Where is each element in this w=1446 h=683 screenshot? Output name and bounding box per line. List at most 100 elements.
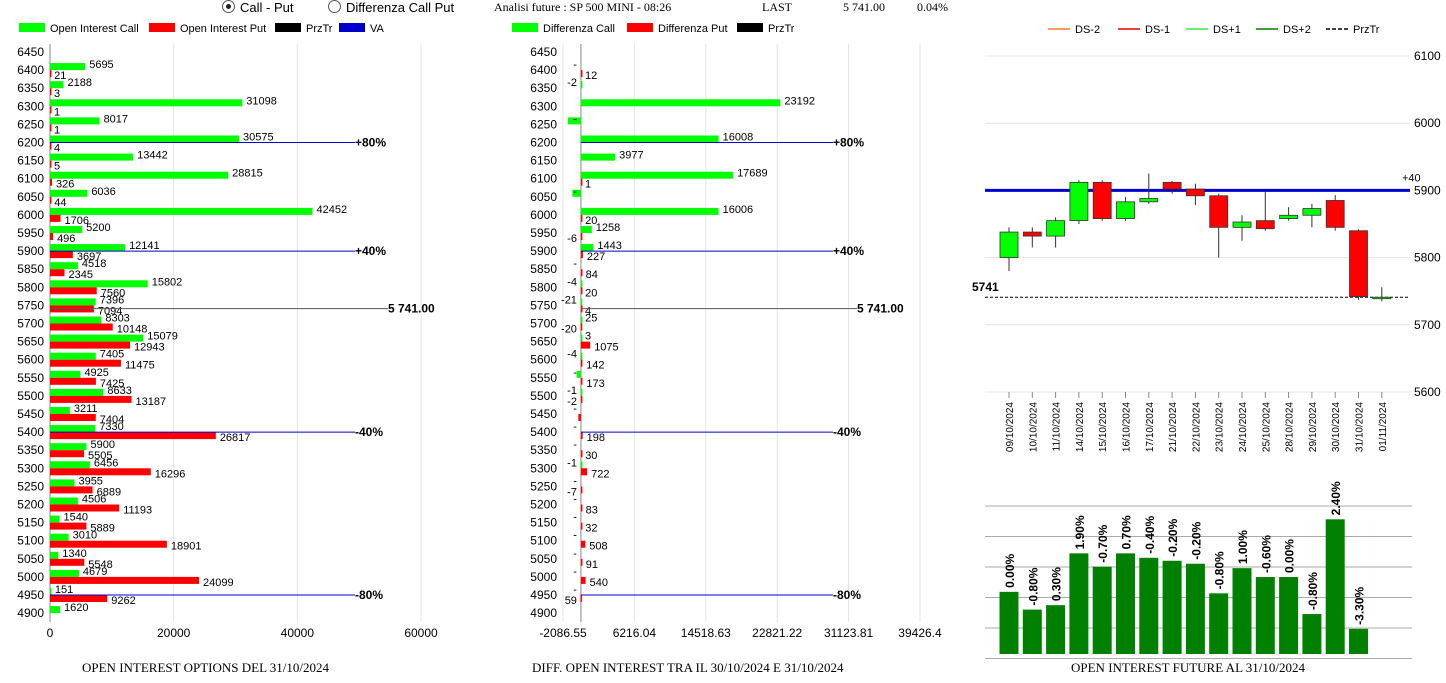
bar-call-1-18 xyxy=(576,370,581,378)
cs-body-14 xyxy=(1325,200,1345,228)
bar-call-0-16 xyxy=(50,334,144,342)
label-call-1-16: 3 xyxy=(585,331,591,343)
oi-bar-0 xyxy=(999,591,1019,654)
chart4-title: OPEN INTEREST FUTURE AL 31/10/2024 xyxy=(1071,660,1306,675)
bar-call-0-22 xyxy=(50,443,87,451)
label-put-0-20: 7404 xyxy=(100,414,124,426)
y-tick-0-22: 5350 xyxy=(17,443,44,457)
y-tick-0-7: 6100 xyxy=(17,172,44,186)
cs-x-tick-13: 29/10/2024 xyxy=(1308,402,1319,452)
label-put-1-9: 20 xyxy=(585,215,597,227)
cs-body-15 xyxy=(1349,230,1368,297)
label-put-0-24: 6889 xyxy=(97,486,121,498)
bar-call-0-9 xyxy=(50,207,313,215)
y-tick-1-24: 5250 xyxy=(530,479,557,493)
oi-bar-1 xyxy=(1022,609,1042,654)
bar-put-1-18 xyxy=(580,377,583,385)
cs-x-tick-2: 11/10/2024 xyxy=(1052,402,1063,452)
cs-x-tick-15: 31/10/2024 xyxy=(1355,402,1366,452)
label-put-0-29: 24099 xyxy=(203,577,234,589)
bar-call-1-2 xyxy=(580,81,583,89)
label-call-1-25: - xyxy=(573,494,577,506)
y-tick-1-22: 5350 xyxy=(530,443,557,457)
label-put-0-25: 11193 xyxy=(123,505,152,517)
bar-call-0-26 xyxy=(50,515,60,523)
last-value: 5 741.00 xyxy=(843,0,885,14)
y-tick-1-30: 4950 xyxy=(530,588,557,602)
bar-call-0-3 xyxy=(50,99,243,107)
y-tick-1-13: 5800 xyxy=(530,280,557,294)
label-call-0-2: 2188 xyxy=(68,77,92,89)
y-tick-1-15: 5700 xyxy=(530,317,557,331)
oi-label-2: 0.30% xyxy=(1050,567,1064,601)
ref-label-0-2: 5 741.00 xyxy=(388,302,435,316)
ref-label-1-1: +40% xyxy=(833,244,864,258)
bar-call-1-6 xyxy=(580,153,616,161)
bar-call-1-3 xyxy=(580,99,781,107)
label-put-1-23: 722 xyxy=(591,468,609,480)
label-put-1-21: 198 xyxy=(587,432,605,444)
label-call-0-3: 31098 xyxy=(246,95,277,107)
bar-call-0-15 xyxy=(50,316,102,324)
bar-call-1-23 xyxy=(580,461,583,469)
y-tick-0-25: 5200 xyxy=(17,498,44,512)
label-call-1-24: - xyxy=(573,475,577,487)
label-call-0-1: 5695 xyxy=(89,59,113,71)
oi-bar-11 xyxy=(1255,577,1275,654)
cs-y-tick-2: 5800 xyxy=(1414,251,1441,265)
cs-body-13 xyxy=(1302,208,1322,216)
oi-label-10: 1.00% xyxy=(1236,530,1250,564)
label-call-0-7: 28815 xyxy=(232,168,263,180)
label-put-0-6: 5 xyxy=(54,161,60,173)
label-call-0-23: 6456 xyxy=(94,457,118,469)
label-call-0-15: 8303 xyxy=(105,313,129,325)
y-tick-0-6: 6150 xyxy=(17,154,44,168)
label-put-1-15: -20 xyxy=(561,324,577,336)
label-call-0-10: 5200 xyxy=(86,222,110,234)
oi-label-1: -0.80% xyxy=(1026,567,1040,605)
cs-body-6 xyxy=(1139,198,1159,203)
bar-put-0-15 xyxy=(50,323,113,331)
bar-put-0-19 xyxy=(50,395,132,403)
bar-call-0-10 xyxy=(50,226,83,233)
oi-bar-15 xyxy=(1349,628,1368,654)
y-tick-0-29: 5000 xyxy=(17,570,44,584)
cs-y-tick-0: 5600 xyxy=(1414,385,1441,399)
bar-call-0-18 xyxy=(50,370,81,378)
bar-put-1-16 xyxy=(580,341,591,349)
label-put-0-8: 44 xyxy=(54,197,66,209)
last-label: LAST xyxy=(762,0,792,14)
bar-put-0-27 xyxy=(50,540,167,548)
ref-label-1-4: -80% xyxy=(833,588,861,602)
x-tick-0-2: 40000 xyxy=(281,626,315,640)
legend-label-1-0: Differenza Call xyxy=(543,23,615,35)
cs-body-9 xyxy=(1209,195,1229,228)
bar-put-0-11 xyxy=(50,251,73,259)
ref-label-1-3: -40% xyxy=(833,425,861,439)
y-tick-0-27: 5100 xyxy=(17,534,44,548)
label-put-0-4: 1 xyxy=(54,124,60,136)
radio-call-put[interactable]: Call - Put xyxy=(222,0,293,15)
bar-call-1-9 xyxy=(580,207,719,215)
label-call-0-14: 7396 xyxy=(100,294,124,306)
label-call-0-17: 7405 xyxy=(100,349,124,361)
y-tick-0-11: 5900 xyxy=(17,244,44,258)
label-put-0-27: 18901 xyxy=(171,541,202,553)
bar-put-1-30 xyxy=(580,595,582,602)
bar-call-0-2 xyxy=(50,81,64,89)
cs-body-5 xyxy=(1116,201,1135,220)
bar-call-0-25 xyxy=(50,497,78,505)
oi-bar-5 xyxy=(1116,553,1135,654)
radio-selected-icon xyxy=(222,0,235,13)
label-call-1-12: - xyxy=(573,258,577,270)
x-tick-0-3: 60000 xyxy=(404,626,438,640)
y-tick-0-31: 4900 xyxy=(17,606,44,620)
bar-put-1-9 xyxy=(580,214,583,222)
radio-diff[interactable]: Differenza Call Put xyxy=(328,0,454,15)
y-tick-0-17: 5600 xyxy=(17,353,44,367)
oi-label-0: 0.00% xyxy=(1003,553,1017,587)
bar-put-1-11 xyxy=(580,251,583,259)
cs-body-1 xyxy=(1022,231,1042,237)
label-call-0-12: 4518 xyxy=(82,258,106,270)
bar-put-0-22 xyxy=(50,450,85,458)
